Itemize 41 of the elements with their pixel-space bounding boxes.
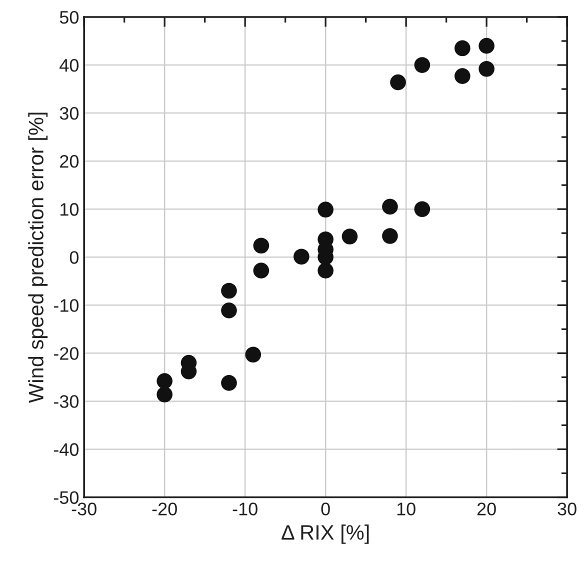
- point: [253, 262, 270, 278]
- y-tick-label: -50: [54, 491, 79, 504]
- y-tick-label: -40: [54, 443, 79, 456]
- point: [414, 57, 430, 73]
- point: [253, 238, 270, 254]
- y-tick-label: 50: [60, 10, 79, 24]
- point: [478, 38, 494, 54]
- point: [245, 346, 262, 363]
- point: [221, 302, 237, 318]
- x-axis-title: Δ RIX [%]: [282, 524, 369, 544]
- point: [478, 60, 494, 77]
- point: [156, 373, 173, 389]
- x-tick-label: -20: [152, 502, 177, 516]
- y-axis-title: Wind speed prediction error [%]: [28, 112, 48, 403]
- y-tick-label: 20: [60, 155, 79, 168]
- y-tick-label: -30: [54, 395, 79, 408]
- point: [454, 40, 470, 56]
- point: [221, 282, 237, 299]
- point: [294, 248, 310, 265]
- point: [382, 198, 398, 215]
- point: [318, 262, 334, 278]
- point: [454, 68, 470, 84]
- point: [382, 228, 398, 244]
- y-tick-label: -20: [54, 347, 79, 360]
- point: [156, 386, 173, 402]
- x-tick-label: 20: [477, 502, 496, 516]
- point: [221, 375, 237, 391]
- x-tick-label: 30: [558, 502, 576, 516]
- x-tick-label: -30: [72, 502, 96, 516]
- x-tick-label: 10: [397, 502, 416, 516]
- y-tick-label: 30: [60, 106, 79, 120]
- y-tick-label: 10: [60, 203, 79, 216]
- point: [414, 201, 430, 218]
- y-tick-label: -10: [54, 299, 79, 312]
- y-tick-label: 0: [70, 251, 79, 264]
- x-tick-label: -10: [232, 502, 258, 516]
- y-tick-label: 40: [60, 58, 79, 72]
- point: [318, 202, 334, 218]
- point: [342, 228, 358, 244]
- x-tick-label: 0: [321, 502, 330, 516]
- point: [390, 74, 406, 90]
